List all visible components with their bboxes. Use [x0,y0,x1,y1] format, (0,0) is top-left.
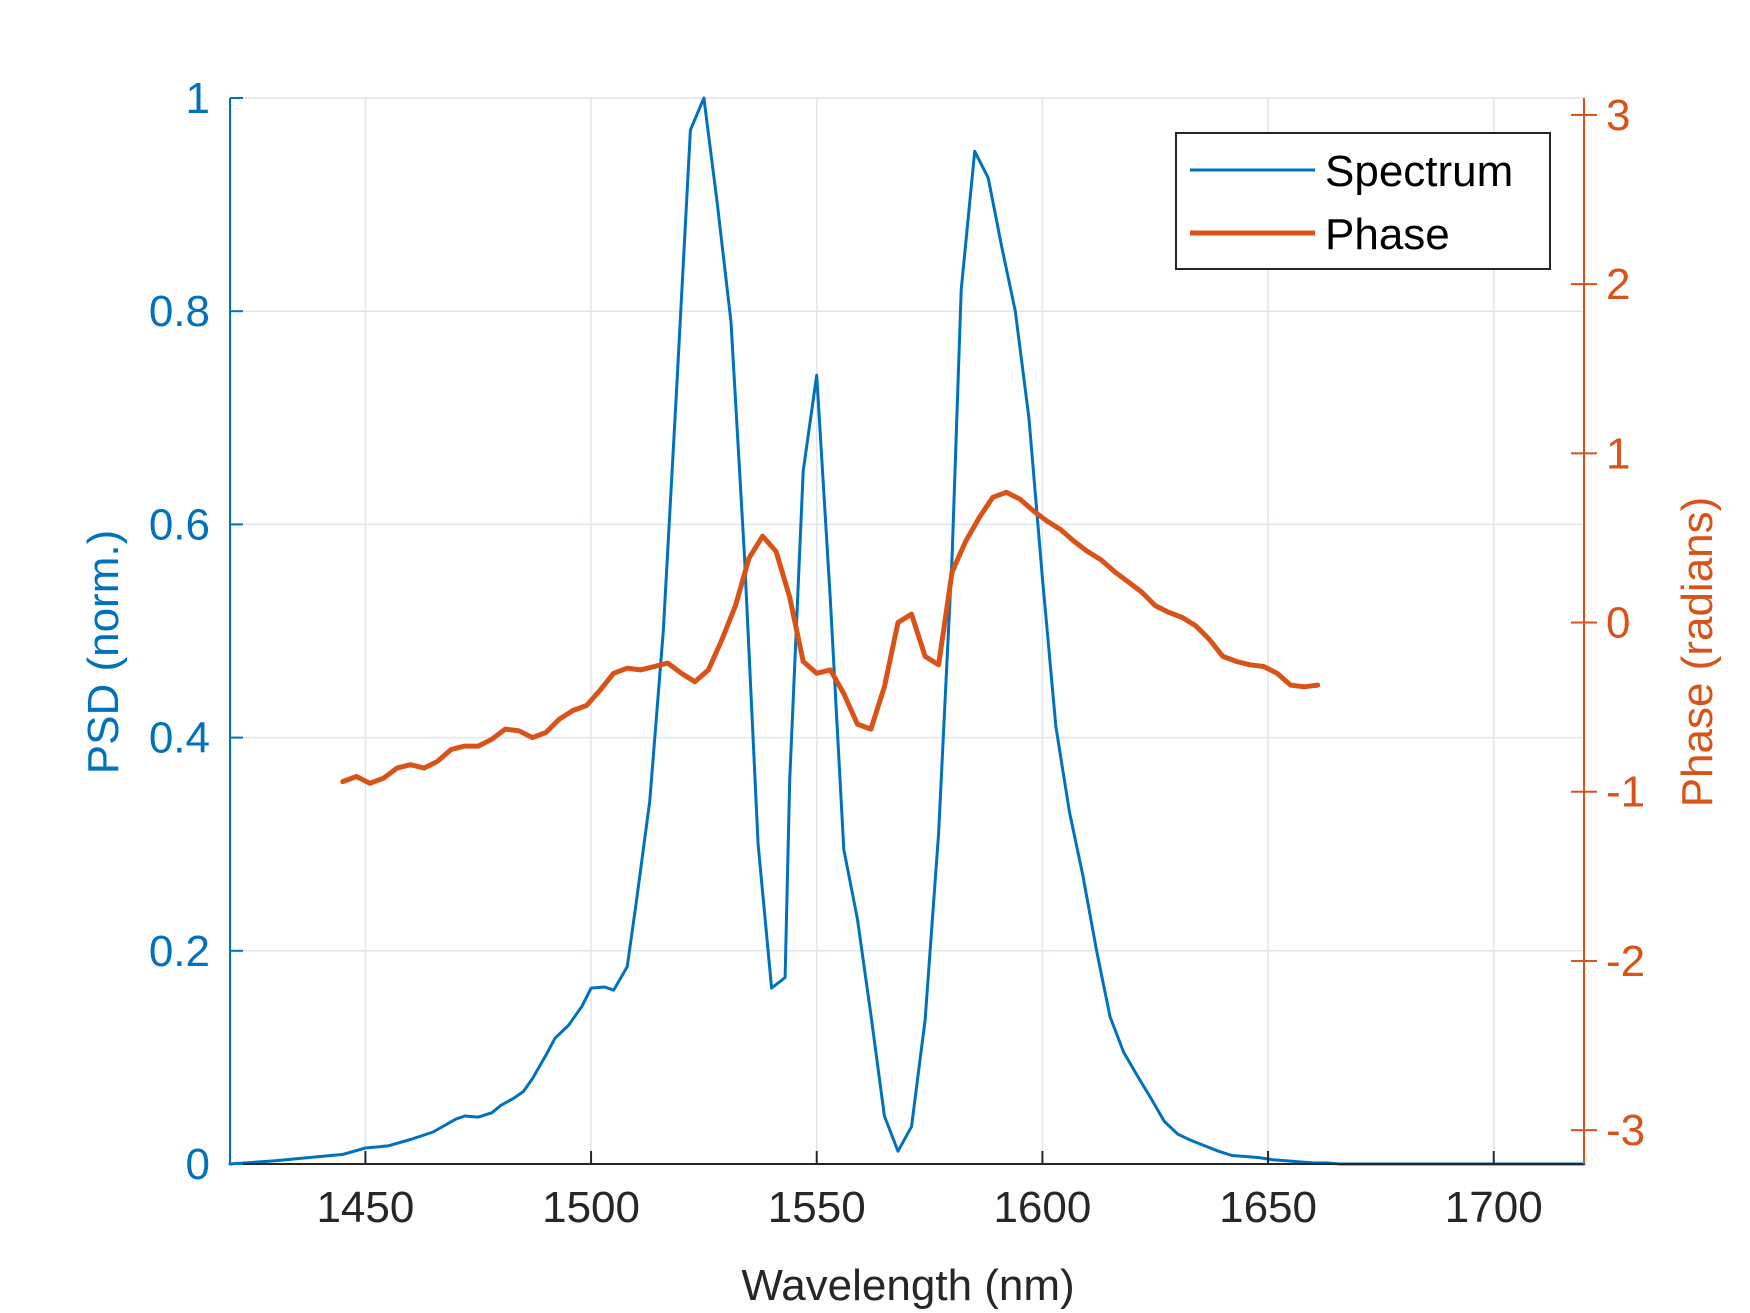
series-line-spectrum [228,96,1586,1166]
y-tick-label-right: 2 [1606,260,1630,309]
x-tick-label: 1500 [542,1183,640,1232]
y-tick-label-right: -1 [1606,768,1645,817]
y-tick-label-right: 3 [1606,91,1630,140]
y-tick-label-right: 0 [1606,599,1630,648]
legend-label-phase: Phase [1325,210,1450,259]
x-axis-label: Wavelength (nm) [741,1261,1074,1310]
x-tick-label: 1550 [768,1183,866,1232]
x-tick-label: 1650 [1219,1183,1317,1232]
grid [230,97,1584,1165]
x-tick-label: 1700 [1445,1183,1543,1232]
y-axis-label-left: PSD (norm.) [79,530,128,774]
y-tick-label-left: 0.8 [149,287,210,336]
legend-label-spectrum: Spectrum [1325,147,1513,196]
series-line-phase [340,489,1321,786]
x-tick-label: 1600 [993,1183,1091,1232]
series-layer [228,96,1586,1166]
y-tick-label-right: -3 [1606,1106,1645,1155]
y-tick-label-left: 1 [186,74,210,123]
axes: 1450 1500 1550 1600 1650 1700 0 0.2 0.4 0.6 0.8 1 -3… [149,74,1645,1232]
y-tick-label-left: 0.2 [149,927,210,976]
legend: Spectrum Phase [1175,132,1551,270]
y-tick-label-right: -2 [1606,937,1645,986]
legend-box [1175,132,1551,270]
y-tick-label-left: 0.4 [149,714,210,763]
x-tick-label: 1450 [316,1183,414,1232]
y-axis-label-right: Phase (radians) [1673,497,1722,808]
y-tick-label-right: 1 [1606,429,1630,478]
y-tick-label-left: 0 [186,1140,210,1189]
y-tick-label-left: 0.6 [149,500,210,549]
